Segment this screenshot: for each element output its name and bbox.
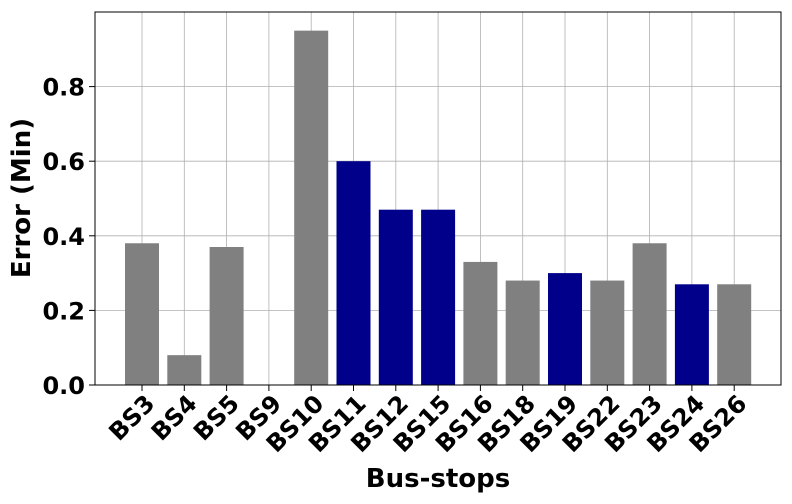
bar-bs16 [463,261,498,385]
bars [125,30,752,386]
bar-bs12 [378,209,413,385]
x-axis-title: Bus-stops [366,464,510,494]
bar-bs18 [505,280,540,385]
bar-bs15 [421,209,456,385]
y-tick-label: 0.8 [42,74,85,102]
bar-bs10 [294,30,329,386]
bar-bs19 [548,273,582,385]
y-tick-label: 0.6 [42,148,85,176]
bar-bs4 [167,355,202,385]
bar-bs23 [632,243,667,385]
x-tick-label: BS3 [103,389,160,446]
bar-bs24 [674,284,709,385]
x-tick-label: BS5 [188,389,245,446]
y-tick-label: 0.0 [42,372,85,400]
y-tick-label: 0.4 [42,223,85,251]
x-tick-label: BS4 [146,389,203,446]
bar-bs3 [125,243,159,385]
y-axis-title: Error (Min) [7,118,37,278]
bar-bs26 [717,284,752,385]
bar-bs5 [209,246,244,385]
bar-bs22 [590,280,625,385]
y-tick-label: 0.2 [42,297,85,325]
bar-bs11 [336,161,371,385]
